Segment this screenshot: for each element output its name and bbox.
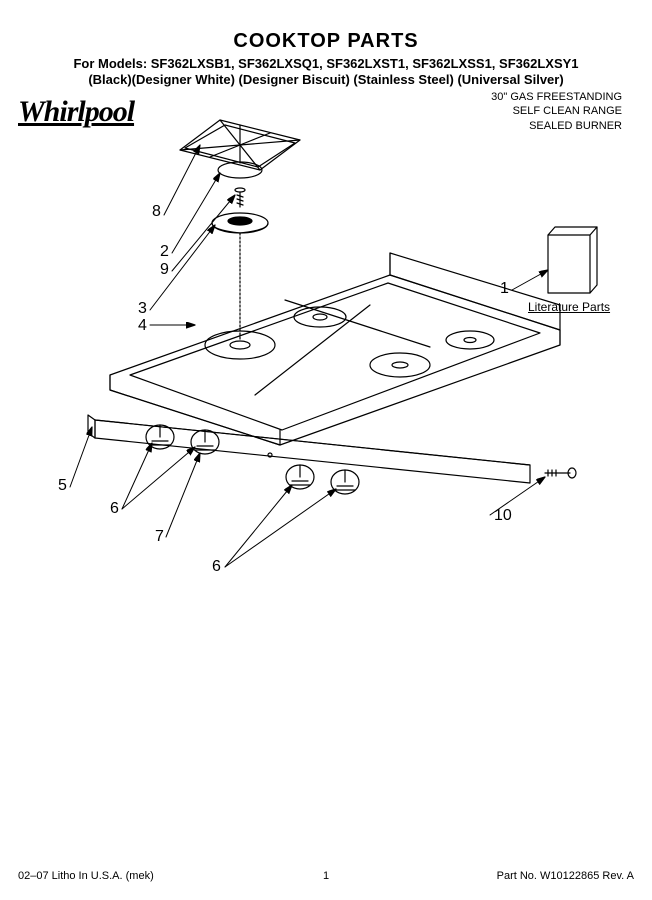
part-bolt — [545, 468, 576, 478]
literature-parts-link[interactable]: Literature Parts — [528, 300, 610, 314]
colors-line: (Black)(Designer White) (Designer Biscui… — [0, 72, 652, 87]
page-title: COOKTOP PARTS — [0, 30, 652, 53]
part-literature — [548, 227, 597, 293]
part-screw — [235, 188, 245, 207]
diagram-svg — [0, 95, 652, 575]
callout-5: 5 — [58, 477, 67, 495]
callout-4: 4 — [138, 317, 147, 335]
callout-8: 8 — [152, 203, 161, 221]
part-knob-1 — [146, 425, 174, 449]
part-knob-2 — [191, 430, 219, 454]
footer-part-number: Part No. W10122865 Rev. A — [497, 870, 634, 882]
part-knob-4 — [331, 470, 359, 494]
callout-7: 7 — [155, 528, 164, 546]
callout-1: 1 — [500, 280, 509, 298]
callout-6a: 6 — [110, 500, 119, 518]
callout-6b: 6 — [212, 558, 221, 576]
part-cooktop — [110, 253, 560, 445]
exploded-diagram: 1 2 3 4 5 6 6 7 8 9 10 Literature Parts — [0, 95, 652, 545]
part-knob-3 — [286, 465, 314, 489]
callout-10: 10 — [494, 507, 512, 525]
callout-3: 3 — [138, 300, 147, 318]
callout-2: 2 — [160, 243, 169, 261]
part-burner-base — [212, 213, 268, 233]
callout-9: 9 — [160, 261, 169, 279]
models-line: For Models: SF362LXSB1, SF362LXSQ1, SF36… — [0, 56, 652, 71]
